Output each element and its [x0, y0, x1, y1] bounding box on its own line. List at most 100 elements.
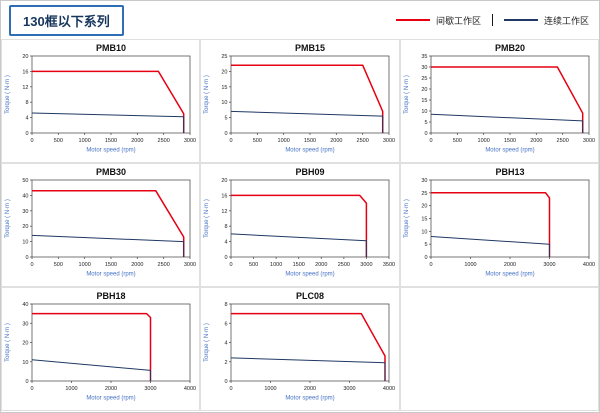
- svg-text:1500: 1500: [293, 262, 305, 268]
- svg-text:0: 0: [225, 379, 228, 385]
- svg-text:2500: 2500: [338, 262, 350, 268]
- svg-text:30: 30: [22, 321, 28, 327]
- svg-text:Motor speed (rpm): Motor speed (rpm): [286, 148, 335, 154]
- svg-text:8: 8: [25, 100, 28, 106]
- chart-plc08: PLC08 0 1000 2000 3000 4000 0 2 4 6 8 Motor speed (…: [200, 287, 400, 411]
- svg-text:PMB30: PMB30: [96, 167, 126, 177]
- svg-text:10: 10: [22, 360, 28, 366]
- chart-grid: PMB10 0 500 1000 1500 2000 2500 3000 0 4 8 12 16 20 Mo…: [1, 39, 599, 411]
- svg-text:1500: 1500: [304, 138, 316, 144]
- legend-divider: [491, 14, 493, 26]
- svg-text:2000: 2000: [131, 138, 143, 144]
- svg-text:Torque ( N·m ): Torque ( N·m ): [204, 75, 210, 114]
- svg-text:500: 500: [452, 138, 461, 144]
- svg-text:8: 8: [225, 302, 228, 308]
- legend-label-continuous: 连续工作区: [543, 15, 589, 26]
- svg-text:0: 0: [230, 386, 233, 392]
- svg-text:0: 0: [424, 131, 427, 137]
- legend-line-intermittent-icon: [395, 19, 430, 21]
- chart-svg: PBH18 0 1000 2000 3000 4000 0 10 20 30 40 Motor spe…: [5, 291, 196, 402]
- svg-text:0: 0: [25, 379, 28, 385]
- svg-text:25: 25: [421, 191, 427, 197]
- svg-text:Motor speed (rpm): Motor speed (rpm): [86, 148, 135, 154]
- svg-text:15: 15: [421, 217, 427, 223]
- svg-text:PBH13: PBH13: [495, 167, 524, 177]
- svg-text:PMB10: PMB10: [96, 43, 126, 53]
- svg-text:2000: 2000: [131, 262, 143, 268]
- svg-text:1000: 1000: [270, 262, 282, 268]
- chart-svg: PBH09 0 500 1000 1500 2000 2500 3000 3500 0 4 8 12 16…: [204, 167, 395, 278]
- svg-text:1500: 1500: [504, 138, 516, 144]
- chart-svg: PMB10 0 500 1000 1500 2000 2500 3000 0 4 8 12 16 20 Mo…: [5, 43, 196, 154]
- svg-text:5: 5: [225, 116, 228, 122]
- svg-text:16: 16: [222, 193, 228, 199]
- header: 130框以下系列 间歇工作区 连续工作区: [1, 1, 599, 39]
- chart-pbh18: PBH18 0 1000 2000 3000 4000 0 10 20 30 40 Motor spe…: [1, 287, 201, 411]
- svg-text:PLC08: PLC08: [296, 291, 324, 301]
- svg-text:PMB15: PMB15: [295, 43, 325, 53]
- svg-text:0: 0: [30, 138, 33, 144]
- svg-text:500: 500: [249, 262, 258, 268]
- svg-text:1000: 1000: [477, 138, 489, 144]
- svg-text:Torque ( N·m ): Torque ( N·m ): [5, 323, 11, 362]
- svg-text:3000: 3000: [543, 262, 555, 268]
- svg-text:0: 0: [230, 138, 233, 144]
- svg-text:1500: 1500: [105, 138, 117, 144]
- svg-text:20: 20: [421, 204, 427, 210]
- legend-label-intermittent: 间歇工作区: [435, 15, 481, 26]
- svg-text:Motor speed (rpm): Motor speed (rpm): [485, 272, 534, 278]
- svg-text:10: 10: [421, 109, 427, 115]
- svg-text:Motor speed (rpm): Motor speed (rpm): [485, 148, 534, 154]
- svg-text:0: 0: [25, 255, 28, 261]
- svg-text:10: 10: [421, 229, 427, 235]
- svg-text:12: 12: [22, 85, 28, 91]
- svg-text:15: 15: [421, 98, 427, 104]
- svg-text:0: 0: [429, 138, 432, 144]
- svg-text:PBH09: PBH09: [296, 167, 325, 177]
- svg-text:0: 0: [230, 262, 233, 268]
- chart-pmb10: PMB10 0 500 1000 1500 2000 2500 3000 0 4 8 12 16 20 Mo…: [1, 39, 201, 163]
- chart-pmb15: PMB15 0 500 1000 1500 2000 2500 3000 0 5 10 15 20 25 M…: [200, 39, 400, 163]
- svg-text:500: 500: [54, 138, 63, 144]
- svg-text:Motor speed (rpm): Motor speed (rpm): [86, 272, 135, 278]
- chart-svg: PMB15 0 500 1000 1500 2000 2500 3000 0 5 10 15 20 25 M…: [204, 43, 395, 154]
- svg-text:Motor speed (rpm): Motor speed (rpm): [286, 272, 335, 278]
- svg-text:20: 20: [22, 341, 28, 347]
- svg-text:50: 50: [22, 178, 28, 184]
- chart-pbh13: PBH13 0 1000 2000 3000 4000 0 5 10 15 20 25 30 Motor …: [399, 163, 599, 287]
- chart-pbh09: PBH09 0 500 1000 1500 2000 2500 3000 3500 0 4 8 12 16…: [200, 163, 400, 287]
- chart-svg: PBH13 0 1000 2000 3000 4000 0 5 10 15 20 25 30 Motor …: [404, 167, 595, 278]
- svg-text:2500: 2500: [556, 138, 568, 144]
- svg-text:3000: 3000: [184, 262, 196, 268]
- svg-text:20: 20: [421, 87, 427, 93]
- svg-text:30: 30: [421, 65, 427, 71]
- svg-text:Motor speed (rpm): Motor speed (rpm): [86, 396, 135, 402]
- svg-text:3000: 3000: [583, 138, 595, 144]
- empty-cell: [399, 287, 599, 411]
- svg-text:8: 8: [225, 224, 228, 230]
- svg-text:500: 500: [253, 138, 262, 144]
- svg-text:Torque ( N·m ): Torque ( N·m ): [5, 199, 11, 238]
- svg-text:1000: 1000: [79, 262, 91, 268]
- svg-text:30: 30: [421, 178, 427, 184]
- svg-text:1500: 1500: [105, 262, 117, 268]
- svg-text:20: 20: [22, 224, 28, 230]
- svg-text:Torque ( N·m ): Torque ( N·m ): [404, 75, 410, 114]
- svg-text:3500: 3500: [383, 262, 395, 268]
- svg-text:PMB20: PMB20: [495, 43, 525, 53]
- svg-text:Torque ( N·m ): Torque ( N·m ): [5, 75, 11, 114]
- series-title: 130框以下系列: [9, 4, 124, 36]
- svg-text:20: 20: [222, 69, 228, 75]
- svg-text:4000: 4000: [184, 386, 196, 392]
- svg-text:25: 25: [222, 54, 228, 60]
- chart-pmb20: PMB20 0 500 1000 1500 2000 2500 3000 0 5 10 15 20 25 3…: [399, 39, 599, 163]
- svg-text:15: 15: [222, 85, 228, 91]
- svg-text:1000: 1000: [65, 386, 77, 392]
- svg-text:2000: 2000: [304, 386, 316, 392]
- svg-text:5: 5: [424, 120, 427, 126]
- svg-text:35: 35: [421, 54, 427, 60]
- svg-text:2: 2: [225, 360, 228, 366]
- svg-text:1000: 1000: [79, 138, 91, 144]
- svg-text:4: 4: [225, 341, 228, 347]
- svg-text:2000: 2000: [315, 262, 327, 268]
